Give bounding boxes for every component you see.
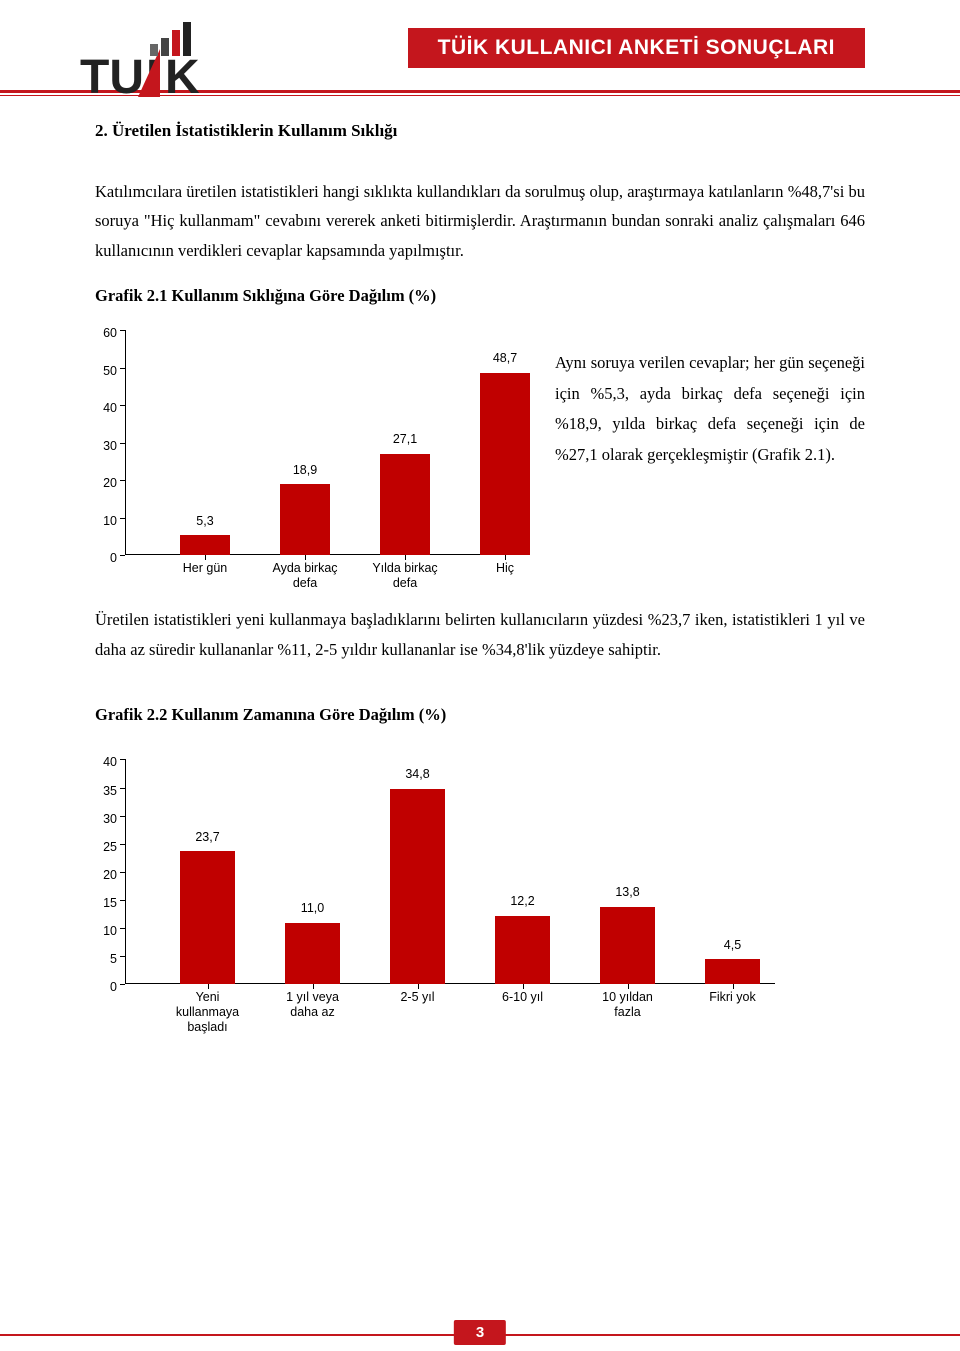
bar-value-label: 48,7 xyxy=(480,347,530,370)
logo-bar xyxy=(183,22,191,56)
paragraph-1: Katılımcılara üretilen istatistikleri ha… xyxy=(95,177,865,266)
bar xyxy=(600,907,655,985)
svg-text:K: K xyxy=(165,51,200,101)
y-axis-label: 50 xyxy=(95,360,117,383)
bar-value-label: 34,8 xyxy=(390,763,445,786)
bar xyxy=(180,535,230,555)
y-tick xyxy=(120,816,125,817)
bar-value-label: 5,3 xyxy=(180,510,230,533)
bar xyxy=(705,959,760,984)
tuik-wordmark-icon: TU I K xyxy=(80,49,220,101)
page-footer: 3 xyxy=(0,1334,960,1336)
logo-bar xyxy=(172,30,180,56)
bar xyxy=(495,916,550,985)
y-axis-label: 5 xyxy=(95,948,117,971)
bar xyxy=(285,923,340,985)
x-tick xyxy=(523,984,524,989)
tuik-logo: TU I K xyxy=(80,20,220,101)
bar-value-label: 18,9 xyxy=(280,459,330,482)
y-axis-label: 10 xyxy=(95,920,117,943)
y-tick xyxy=(120,900,125,901)
y-axis-label: 30 xyxy=(95,435,117,458)
bar xyxy=(280,484,330,555)
chart2-row: 051015202530354023,7Yenikullanmayabaşlad… xyxy=(95,759,865,1039)
x-tick xyxy=(208,984,209,989)
bar-value-label: 23,7 xyxy=(180,826,235,849)
bar-value-label: 11,0 xyxy=(285,897,340,920)
bar-value-label: 13,8 xyxy=(600,881,655,904)
bar-category-label: Fikri yok xyxy=(680,990,785,1005)
chart1-row: 01020304050605,3Her gün18,9Ayda birkaçde… xyxy=(95,330,865,595)
x-tick xyxy=(313,984,314,989)
y-tick xyxy=(120,844,125,845)
bar-value-label: 12,2 xyxy=(495,890,550,913)
y-axis-label: 0 xyxy=(95,976,117,999)
x-tick xyxy=(418,984,419,989)
x-tick xyxy=(628,984,629,989)
y-tick xyxy=(120,555,125,556)
y-axis-label: 0 xyxy=(95,547,117,570)
y-tick xyxy=(120,368,125,369)
y-axis-label: 60 xyxy=(95,322,117,345)
y-tick xyxy=(120,405,125,406)
y-axis-label: 20 xyxy=(95,864,117,887)
bar-category-label: 2-5 yıl xyxy=(365,990,470,1005)
chart1-y-axis xyxy=(125,330,126,555)
x-tick xyxy=(733,984,734,989)
bar xyxy=(380,454,430,556)
chart2-title: Grafik 2.2 Kullanım Zamanına Göre Dağılı… xyxy=(95,700,865,730)
x-tick xyxy=(305,555,306,560)
y-axis-label: 35 xyxy=(95,780,117,803)
bar xyxy=(480,373,530,556)
bar-value-label: 4,5 xyxy=(705,934,760,957)
bar-category-label: 10 yıldanfazla xyxy=(575,990,680,1020)
y-tick xyxy=(120,956,125,957)
bar-category-label: Ayda birkaçdefa xyxy=(255,561,355,591)
bar-category-label: Yenikullanmayabaşladı xyxy=(155,990,260,1035)
bar-category-label: Hiç xyxy=(455,561,555,576)
y-axis-label: 40 xyxy=(95,397,117,420)
bar-category-label: Yılda birkaçdefa xyxy=(355,561,455,591)
y-tick xyxy=(120,518,125,519)
chart1-title: Grafik 2.1 Kullanım Sıklığına Göre Dağıl… xyxy=(95,281,865,311)
y-axis-label: 30 xyxy=(95,808,117,831)
x-tick xyxy=(205,555,206,560)
y-axis-label: 20 xyxy=(95,472,117,495)
y-tick xyxy=(120,330,125,331)
paragraph-2: Üretilen istatistikleri yeni kullanmaya … xyxy=(95,605,865,664)
bar-category-label: 1 yıl veyadaha az xyxy=(260,990,365,1020)
bar-category-label: 6-10 yıl xyxy=(470,990,575,1005)
y-axis-label: 15 xyxy=(95,892,117,915)
bar-value-label: 27,1 xyxy=(380,428,430,451)
page-number: 3 xyxy=(454,1320,506,1345)
bar-category-label: Her gün xyxy=(155,561,255,576)
logo-bar xyxy=(161,38,169,56)
section-title: 2. Üretilen İstatistiklerin Kullanım Sık… xyxy=(95,116,865,147)
page-content: 2. Üretilen İstatistiklerin Kullanım Sık… xyxy=(0,96,960,1039)
y-tick xyxy=(120,443,125,444)
y-tick xyxy=(120,928,125,929)
x-tick xyxy=(405,555,406,560)
page-header: TU I K TÜİK KULLANICI ANKETİ SONUÇLARI xyxy=(0,0,960,90)
svg-text:TU: TU xyxy=(80,51,144,101)
y-axis-label: 40 xyxy=(95,751,117,774)
logo-bars xyxy=(150,22,220,56)
logo-text: TU I K xyxy=(80,49,220,101)
chart2-y-axis xyxy=(125,759,126,984)
bar xyxy=(180,851,235,984)
y-axis-label: 25 xyxy=(95,836,117,859)
chart2-bar-chart: 051015202530354023,7Yenikullanmayabaşlad… xyxy=(95,759,775,1039)
chart1-bar-chart: 01020304050605,3Her gün18,9Ayda birkaçde… xyxy=(95,330,525,595)
y-tick xyxy=(120,480,125,481)
y-tick xyxy=(120,759,125,760)
logo-bar xyxy=(150,44,158,56)
y-tick xyxy=(120,872,125,873)
y-tick xyxy=(120,984,125,985)
header-banner-title: TÜİK KULLANICI ANKETİ SONUÇLARI xyxy=(408,28,865,68)
chart1-side-text: Aynı soruya verilen cevaplar; her gün se… xyxy=(555,330,865,470)
y-axis-label: 10 xyxy=(95,510,117,533)
y-tick xyxy=(120,788,125,789)
bar xyxy=(390,789,445,985)
x-tick xyxy=(505,555,506,560)
